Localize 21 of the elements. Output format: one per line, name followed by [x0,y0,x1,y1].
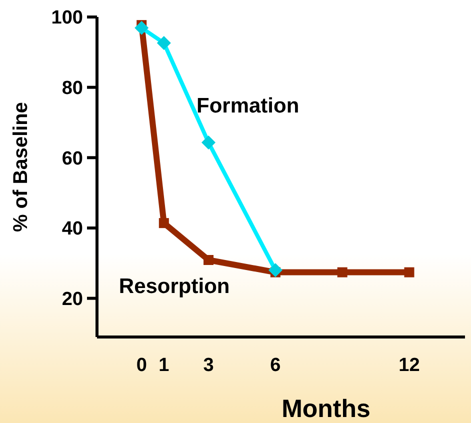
point [158,218,169,228]
x-tick-label: 0 [136,355,147,376]
point [204,254,214,265]
y-tick-label: 80 [62,78,83,99]
y-tick-label: 40 [62,218,83,240]
x-tick-label: 6 [270,355,281,376]
series-label: Formation [196,94,300,118]
y-axis-title: % of Baseline [10,102,32,232]
point [156,36,171,50]
y-tick-label: 60 [62,148,83,170]
x-axis-title: Months [282,395,370,423]
y-tick-label: 20 [62,288,83,310]
point [268,263,282,278]
x-tick-label: 3 [203,355,214,376]
point [134,20,149,35]
y-tick-label: 100 [51,8,83,29]
x-tick-label: 1 [158,355,170,376]
point [202,136,216,150]
point [404,267,414,278]
x-tick-label: 12 [398,355,420,376]
series-label: Resorption [118,275,230,298]
